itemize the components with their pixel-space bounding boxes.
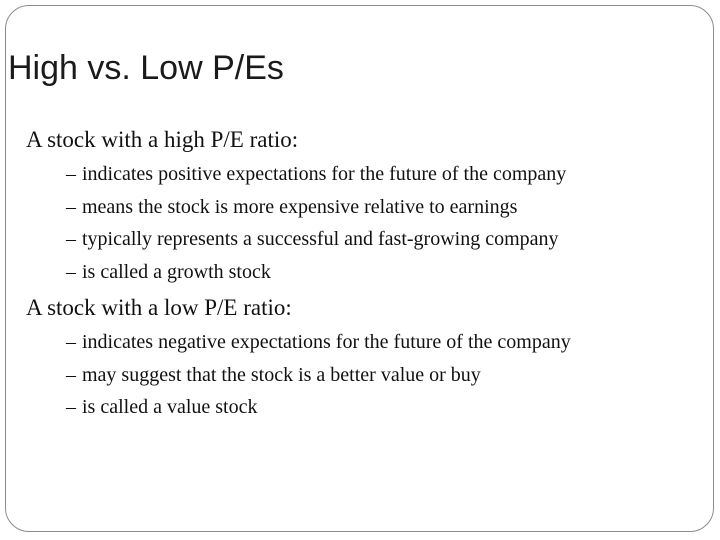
list-item: – indicates negative expectations for the… <box>66 326 571 359</box>
list-item: – is called a growth stock <box>66 256 566 289</box>
dash-bullet: – <box>66 163 76 185</box>
slide-title: High vs. Low P/Es <box>8 49 284 87</box>
list-item-text: means the stock is more expensive relati… <box>82 195 518 218</box>
dash-bullet: – <box>66 396 76 418</box>
dash-bullet: – <box>66 260 76 283</box>
slide-frame <box>5 5 714 532</box>
list-item: – may suggest that the stock is a better … <box>66 359 571 392</box>
dash-bullet: – <box>66 228 76 250</box>
low-pe-section: A stock with a low P/E ratio: – indicates… <box>26 292 571 424</box>
high-pe-list: – indicates positive expectations for the… <box>26 158 566 288</box>
list-item-text: is called a value stock <box>82 396 258 418</box>
dash-bullet: – <box>66 363 76 386</box>
list-item-text: indicates negative expectations for the … <box>82 331 571 353</box>
list-item: – means the stock is more expensive relat… <box>66 191 566 224</box>
dash-bullet: – <box>66 331 76 353</box>
low-pe-list: – indicates negative expectations for the… <box>26 326 571 424</box>
list-item: – indicates positive expectations for the… <box>66 158 566 191</box>
low-pe-heading: A stock with a low P/E ratio: <box>26 295 292 320</box>
high-pe-section: A stock with a high P/E ratio: – indicate… <box>26 124 566 288</box>
list-item-text: indicates positive expectations for the … <box>82 163 567 185</box>
list-item-text: typically represents a successful and fa… <box>82 228 559 250</box>
list-item-text: is called a growth stock <box>82 260 271 283</box>
list-item: – typically represents a successful and f… <box>66 223 566 256</box>
dash-bullet: – <box>66 195 76 218</box>
high-pe-heading: A stock with a high P/E ratio: <box>26 127 299 152</box>
list-item-text: may suggest that the stock is a better v… <box>82 363 481 386</box>
list-item: – is called a value stock <box>66 391 571 424</box>
